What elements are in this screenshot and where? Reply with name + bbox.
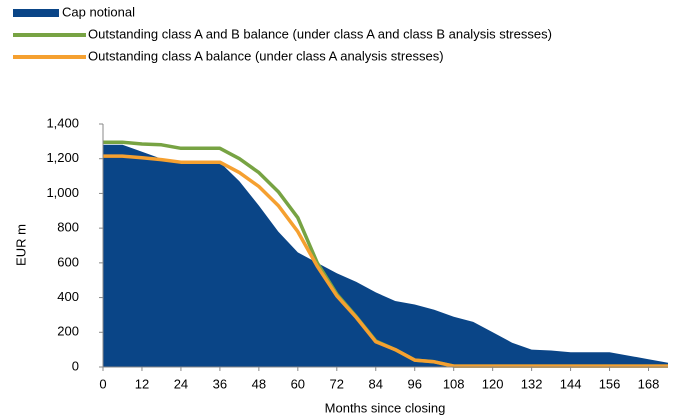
- x-tick-label: 108: [443, 376, 465, 391]
- x-tick-label: 156: [599, 376, 621, 391]
- legend-label: Outstanding class A and B balance (under…: [88, 26, 552, 41]
- x-axis-label: Months since closing: [325, 400, 446, 415]
- x-tick-label: 84: [369, 376, 383, 391]
- x-tick-label: 144: [560, 376, 582, 391]
- x-tick-label: 96: [407, 376, 421, 391]
- legend-label: Outstanding class A balance (under class…: [88, 48, 444, 63]
- y-tick-label: 400: [57, 289, 79, 304]
- y-tick-label: 200: [57, 324, 79, 339]
- x-tick-label: 132: [521, 376, 543, 391]
- legend-swatch: [13, 9, 59, 17]
- y-tick-label: 1,000: [46, 185, 79, 200]
- area: [103, 144, 668, 367]
- x-tick-label: 24: [174, 376, 188, 391]
- x-tick-label: 12: [135, 376, 149, 391]
- line: [103, 154, 668, 368]
- x-tick-label: 72: [330, 376, 344, 391]
- y-tick-label: 800: [57, 220, 79, 235]
- y-tick-label: 600: [57, 254, 79, 269]
- legend-label: Cap notional: [62, 4, 135, 19]
- x-tick-label: 60: [291, 376, 305, 391]
- x-tick-label: 120: [482, 376, 504, 391]
- x-tick-label: 36: [213, 376, 227, 391]
- y-tick-label: 1,400: [46, 115, 79, 130]
- x-tick-label: 48: [252, 376, 266, 391]
- x-tick-label: 0: [99, 376, 106, 391]
- y-tick-label: 0: [72, 358, 79, 373]
- y-axis-label: EUR m: [13, 224, 28, 266]
- x-tick-label: 168: [638, 376, 660, 391]
- y-tick-label: 1,200: [46, 150, 79, 165]
